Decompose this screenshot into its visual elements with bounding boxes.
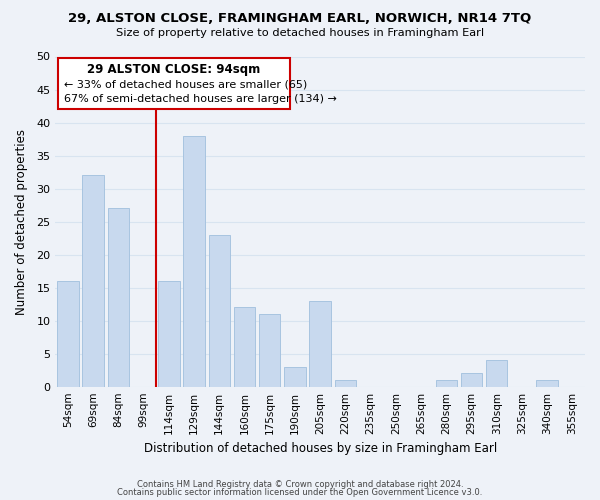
Text: 29 ALSTON CLOSE: 94sqm: 29 ALSTON CLOSE: 94sqm xyxy=(87,63,260,76)
Bar xyxy=(335,380,356,386)
Bar xyxy=(536,380,558,386)
FancyBboxPatch shape xyxy=(58,58,290,110)
Bar xyxy=(234,308,255,386)
Bar xyxy=(461,374,482,386)
Text: Size of property relative to detached houses in Framingham Earl: Size of property relative to detached ho… xyxy=(116,28,484,38)
Bar xyxy=(107,208,129,386)
Text: Contains public sector information licensed under the Open Government Licence v3: Contains public sector information licen… xyxy=(118,488,482,497)
Bar xyxy=(310,301,331,386)
Bar xyxy=(158,281,179,386)
Bar xyxy=(486,360,508,386)
Bar xyxy=(436,380,457,386)
Bar xyxy=(82,176,104,386)
Text: Contains HM Land Registry data © Crown copyright and database right 2024.: Contains HM Land Registry data © Crown c… xyxy=(137,480,463,489)
Text: 67% of semi-detached houses are larger (134) →: 67% of semi-detached houses are larger (… xyxy=(64,94,337,104)
Bar xyxy=(184,136,205,386)
Bar xyxy=(284,367,305,386)
X-axis label: Distribution of detached houses by size in Framingham Earl: Distribution of detached houses by size … xyxy=(143,442,497,455)
Bar xyxy=(209,235,230,386)
Bar xyxy=(259,314,280,386)
Text: 29, ALSTON CLOSE, FRAMINGHAM EARL, NORWICH, NR14 7TQ: 29, ALSTON CLOSE, FRAMINGHAM EARL, NORWI… xyxy=(68,12,532,26)
Y-axis label: Number of detached properties: Number of detached properties xyxy=(15,128,28,314)
Text: ← 33% of detached houses are smaller (65): ← 33% of detached houses are smaller (65… xyxy=(64,80,307,90)
Bar xyxy=(57,281,79,386)
